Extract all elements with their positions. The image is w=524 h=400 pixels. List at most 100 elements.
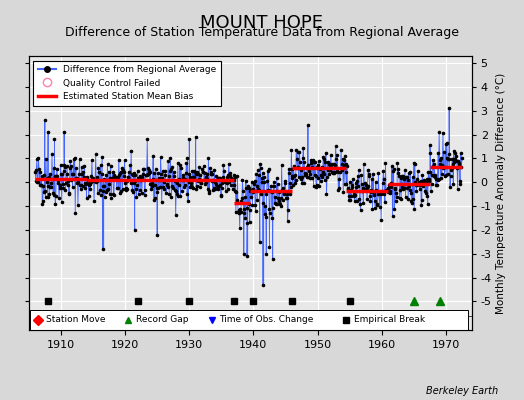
Point [159,184,167,191]
Point [156,184,165,190]
Point [105,190,114,197]
Point [145,170,154,176]
Point [146,169,155,176]
Point [135,190,143,197]
Point [383,187,391,194]
Point [153,185,161,191]
Point [99,183,107,190]
Point [107,175,116,182]
Point [107,194,115,201]
Point [181,176,190,182]
Point [356,206,365,213]
Point [412,182,420,188]
Point [242,178,250,184]
Point [370,192,378,198]
Point [171,212,180,218]
Point [253,183,261,190]
Point [301,170,310,176]
Point [114,174,122,180]
Point [208,170,216,177]
Point [205,190,214,196]
Point [191,134,200,140]
Point [240,210,248,216]
Point [274,194,282,201]
Point [319,154,328,160]
Point [54,177,62,184]
Point [179,175,188,182]
Point [136,187,145,193]
Point [221,177,229,184]
Point [363,196,371,202]
Point [377,216,385,223]
Point [168,164,177,170]
Point [158,199,166,205]
Point [361,186,369,193]
Point [337,161,346,168]
Point [256,160,264,167]
Point [129,172,137,178]
Point [311,173,320,179]
Point [238,177,247,183]
Point [62,171,71,178]
Point [134,175,143,181]
Point [335,176,343,182]
Point [318,164,326,171]
Point [263,191,271,197]
Point [298,180,307,186]
Point [428,180,436,187]
Point [169,185,177,191]
Point [445,156,454,162]
Point [206,165,214,171]
Point [344,185,352,191]
Point [291,172,299,178]
Point [280,189,288,195]
Point [341,181,349,187]
Point [189,185,198,191]
Point [438,171,446,178]
Point [432,182,440,188]
Point [178,188,187,194]
Point [185,136,193,142]
Point [310,172,319,178]
Point [400,185,409,192]
Point [223,174,232,180]
Point [334,187,343,193]
Point [279,196,287,203]
Point [345,196,353,203]
Point [60,162,69,168]
Point [427,188,435,194]
Point [119,167,127,173]
Point [358,188,366,194]
Point [315,182,324,189]
Point [181,181,189,188]
Point [73,180,81,186]
Point [397,196,406,202]
Point [136,173,144,180]
Point [434,150,442,156]
Point [210,167,219,173]
Point [384,188,392,194]
Point [362,185,370,192]
Point [454,158,462,164]
Point [150,194,159,201]
Point [225,178,234,185]
Point [192,183,201,190]
Point [163,182,171,189]
Point [157,154,165,160]
Point [78,171,86,178]
Point [367,189,375,195]
Point [384,185,392,192]
Point [42,178,51,185]
Point [405,183,413,190]
Point [135,175,144,182]
Point [391,198,400,204]
Point [332,142,340,149]
Point [382,187,390,193]
Point [312,184,320,190]
Point [265,166,273,172]
Point [138,173,147,180]
Point [87,173,95,179]
Point [447,167,455,173]
Point [366,198,375,204]
Point [167,194,176,200]
